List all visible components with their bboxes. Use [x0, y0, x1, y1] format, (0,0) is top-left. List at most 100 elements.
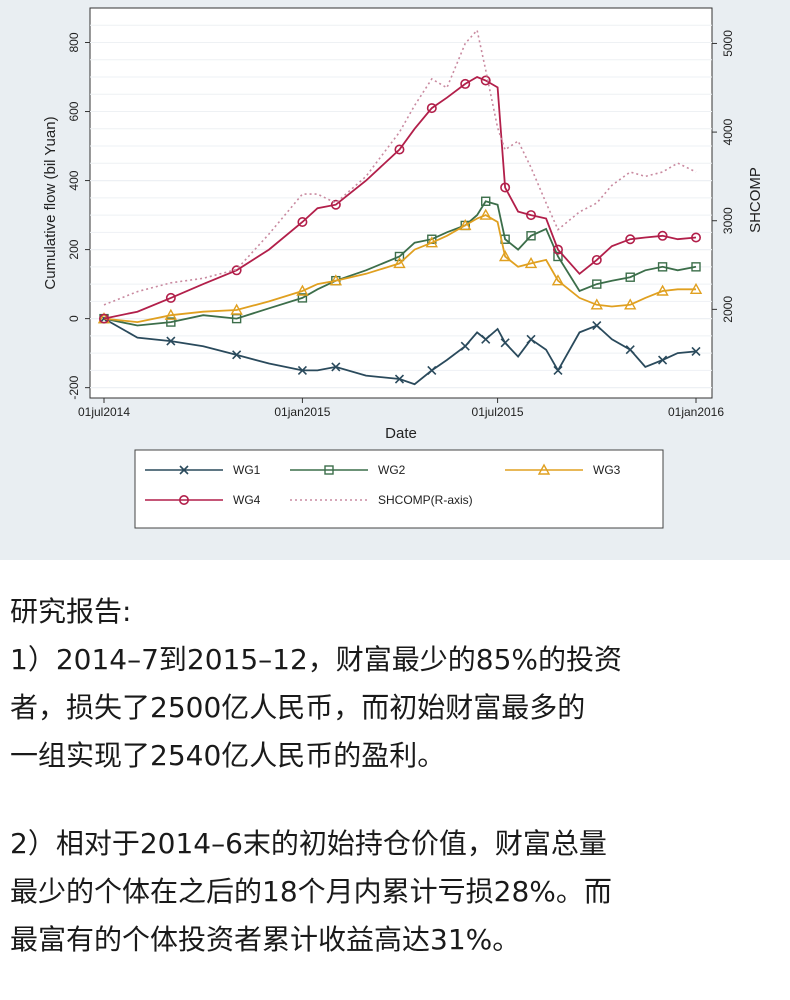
wg1-marker — [394, 374, 405, 384]
wg3-marker — [537, 463, 551, 475]
wg3-marker — [393, 256, 406, 269]
wg1-line — [103, 317, 697, 386]
wg4-marker — [500, 182, 511, 193]
wg4-marker — [231, 265, 242, 276]
wg2-marker — [481, 196, 491, 206]
wg2-marker — [553, 251, 563, 262]
line-chart: -200 0 200 400 600 800 2000 3000 4000 5000 01jul20… — [42, 7, 764, 529]
wg2-marker — [297, 293, 308, 303]
wg3-marker — [164, 308, 178, 320]
wg1-marker — [460, 341, 470, 351]
wg1-marker — [297, 365, 307, 375]
wg4-marker — [330, 199, 341, 210]
y-tick-label: 800 — [67, 32, 81, 52]
wg1-marker — [166, 336, 176, 346]
y-tick-label: 400 — [67, 170, 81, 190]
legend-label: WG4 — [233, 493, 261, 507]
wg1-marker — [526, 334, 536, 344]
wg3-marker — [425, 236, 439, 248]
wg1-marker — [658, 355, 668, 365]
wg3-line — [103, 214, 696, 324]
wg1-marker — [179, 465, 189, 475]
wg4-marker — [394, 144, 405, 155]
wg1-marker — [481, 334, 491, 344]
legend-label: SHCOMP(R-axis) — [378, 493, 473, 507]
wg2-marker — [166, 317, 176, 327]
report-line: 者，损失了2500亿人民币，而初始财富最多的 — [10, 691, 586, 724]
wg2-marker — [691, 262, 701, 272]
chart-figure: -200 0 200 400 600 800 2000 3000 4000 5000 01jul20… — [0, 0, 790, 560]
wg2-line — [103, 200, 697, 327]
wg3-marker — [689, 282, 703, 294]
wg1-marker — [592, 320, 602, 331]
wg4-marker — [526, 210, 537, 221]
wg2-marker — [394, 251, 405, 262]
legend-label: WG1 — [233, 463, 261, 477]
y-tick-label: 0 — [67, 315, 81, 322]
wg3-marker — [479, 208, 492, 220]
y-tick-label: 600 — [67, 101, 81, 121]
report-line: 2）相对于2014–6末的初始持仓价值，财富总量 — [10, 827, 607, 860]
report-line: 最富有的个体投资者累计收益高达31%。 — [10, 923, 521, 956]
x-axis-title: Date — [385, 425, 417, 442]
wg4-marker — [625, 234, 636, 245]
wg4-marker — [99, 313, 110, 324]
paragraph-gap — [10, 780, 785, 820]
wg4-marker — [165, 292, 176, 303]
plot-area — [89, 7, 713, 399]
wg4-marker — [480, 75, 491, 86]
wg3-marker — [329, 274, 343, 286]
report-line: 一组实现了2540亿人民币的盈利。 — [10, 739, 446, 772]
wg1-marker — [427, 365, 437, 375]
wg3-marker — [459, 218, 472, 231]
wg4-line — [103, 76, 697, 320]
y2-tick-label: 3000 — [721, 207, 735, 234]
wg3-marker — [656, 284, 669, 296]
wg4-marker — [460, 78, 471, 89]
wg4-marker — [690, 232, 701, 243]
wg3-marker — [624, 298, 637, 310]
x-tick-label: 01jul2014 — [78, 405, 130, 419]
wg2-marker — [657, 262, 668, 272]
wg1-marker — [500, 338, 510, 348]
y2-tick-label: 5000 — [721, 30, 735, 57]
x-tick-label: 01jul2015 — [472, 405, 524, 419]
x-tick-label: 01jan2015 — [274, 405, 330, 419]
wg1-marker — [232, 350, 242, 360]
wg1-marker — [553, 365, 563, 375]
wg3-marker — [590, 298, 603, 310]
wg2-marker — [625, 272, 635, 282]
research-report: 研究报告: 1）2014–7到2015–12，财富最少的85%的投资 者，损失了… — [10, 588, 785, 964]
wg4-marker — [426, 103, 437, 114]
y2-tick-label: 2000 — [721, 296, 735, 323]
wg4-marker — [552, 244, 563, 255]
wg1-marker — [691, 346, 701, 356]
wg3-marker — [498, 250, 512, 262]
y-tick-label: -200 — [67, 375, 81, 399]
legend-label: WG2 — [378, 463, 406, 477]
y2-tick-label: 4000 — [721, 118, 735, 145]
wg4-marker — [297, 216, 308, 227]
shcomp-r-axis-line — [103, 28, 697, 306]
report-line: 1）2014–7到2015–12，财富最少的85%的投资 — [10, 643, 623, 676]
report-heading: 研究报告: — [10, 595, 132, 628]
wg2-marker — [324, 465, 334, 475]
wg3-marker — [551, 274, 565, 286]
wg2-marker — [526, 231, 536, 241]
x-tick-label: 01jan2016 — [668, 405, 724, 419]
legend-label: WG3 — [593, 463, 621, 477]
wg2-marker — [592, 279, 602, 289]
wg3-marker — [230, 303, 243, 315]
y-axis-title: Cumulative flow (bil Yuan) — [42, 116, 59, 289]
legend-box — [134, 449, 664, 529]
wg1-marker — [331, 362, 341, 372]
wg3-marker — [296, 284, 309, 296]
wg3-marker — [524, 256, 538, 269]
wg1-marker — [625, 345, 635, 355]
wg4-marker — [179, 494, 190, 505]
report-line: 最少的个体在之后的18个月内累计亏损28%。而 — [10, 875, 612, 908]
y-tick-label: 200 — [67, 239, 81, 259]
wg4-marker — [657, 230, 668, 241]
y2-axis-title: SHCOMP — [747, 167, 764, 233]
wg4-marker — [591, 254, 602, 265]
